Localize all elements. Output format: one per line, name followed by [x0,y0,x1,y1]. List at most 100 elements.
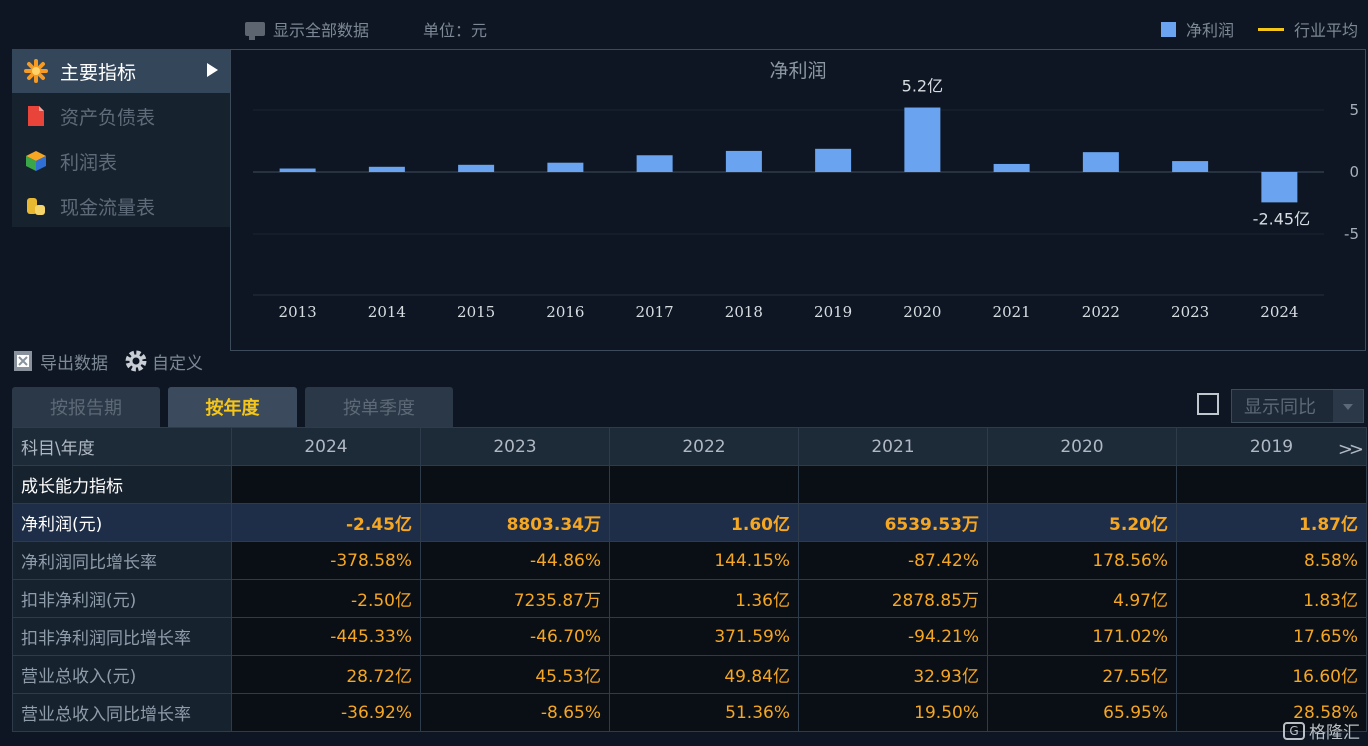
menu-item-label: 资产负债表 [60,106,156,129]
menu-item-label: 主要指标 [60,61,137,84]
chart-title: 净利润 [769,60,826,82]
x-tick-label: 2017 [636,303,674,321]
cell-value: -2.50亿 [231,579,421,618]
legend-industry-avg-label[interactable]: 行业平均 [1293,21,1358,40]
bar-2021[interactable] [993,163,1030,172]
cell-value: 28.58% [1176,693,1367,732]
bar-2023[interactable] [1172,161,1209,172]
bar-2019[interactable] [815,148,852,172]
bar-2018[interactable] [725,150,762,172]
table-corner-header: 科目\年度 [12,427,232,466]
tab-by-report-period[interactable]: 按报告期 [12,387,160,427]
show-all-data-label: 显示全部数据 [273,21,370,40]
cell-value: 27.55亿 [987,655,1177,694]
bar-2017[interactable] [636,155,673,172]
cell-value [609,465,799,504]
cube-icon [24,149,48,173]
document-icon [24,104,48,128]
row-label: 净利润(元) [12,503,232,542]
table-header-row: 科目\年度 2024 2023 2022 2021 2020 2019 >> [12,427,1367,466]
year-header-last[interactable]: 2019 >> [1176,427,1367,466]
table-row[interactable]: 扣非净利润(元) -2.50亿 7235.87万 1.36亿 2878.85万 4.97亿… [12,579,1367,618]
show-all-data-toggle[interactable]: 显示全部数据 [245,17,369,41]
cell-value: 17.65% [1176,617,1367,656]
table-row[interactable]: 营业总收入(元) 28.72亿 45.53亿 49.84亿 32.93亿 27.55亿 16… [12,655,1367,694]
cell-value: 65.95% [987,693,1177,732]
y-tick-label: 0 [1349,163,1359,181]
bar-2024[interactable] [1261,172,1298,203]
y-tick-label: -5 [1344,225,1359,243]
cell-value: 1.83亿 [1176,579,1367,618]
double-chevron-right-icon[interactable]: >> [1337,439,1364,460]
bar-2013[interactable] [279,168,316,172]
customize-button[interactable]: 自定义 [124,349,203,374]
x-tick-label: 2014 [368,303,406,321]
row-label: 成长能力指标 [12,465,232,504]
cell-value: -44.86% [420,541,610,580]
bar-chart-svg: 净利润 5 0 -5 2013 2014 2015 2016 2017 2018 2019 202… [253,60,1359,321]
row-label: 扣非净利润同比增长率 [12,617,232,656]
cell-value: -445.33% [231,617,421,656]
chevron-down-icon[interactable] [1333,390,1363,422]
cell-value: 45.53亿 [420,655,610,694]
x-tick-label: 2023 [1171,303,1209,321]
chart-legend: 净利润 行业平均 [1160,17,1358,41]
cell-value: 19.50% [798,693,988,732]
yoy-select-label: 显示同比 [1244,397,1316,418]
top-toolbar: 显示全部数据 单位：元 净利润 行业平均 [0,0,1368,48]
menu-item-main-indicators[interactable]: 主要指标 [12,49,230,93]
year-header[interactable]: 2022 [609,427,799,466]
cell-value: -36.92% [231,693,421,732]
menu-item-cash-flow[interactable]: 现金流量表 [12,184,230,228]
cell-value: 7235.87万 [420,579,610,618]
table-row[interactable]: 营业总收入同比增长率 -36.92% -8.65% 51.36% 19.50% 65.95… [12,693,1367,732]
table-row[interactable]: 净利润(元) -2.45亿 8803.34万 1.60亿 6539.53万 5.20亿 1.… [12,503,1367,542]
menu-item-income-statement[interactable]: 利润表 [12,139,230,183]
row-label: 营业总收入同比增长率 [12,693,232,732]
cell-value: 1.87亿 [1176,503,1367,542]
bar-2015[interactable] [458,164,495,172]
x-tick-label: 2013 [279,303,317,321]
table-tools: 导出数据 自定义 [12,348,219,374]
x-tick-label: 2016 [546,303,584,321]
export-data-label: 导出数据 [40,353,108,374]
year-header-label: 2019 [1249,436,1294,457]
cell-value: 1.36亿 [609,579,799,618]
bar-value-label: 5.2亿 [902,77,943,96]
watermark-text: 格隆汇 [1309,723,1360,743]
row-label: 营业总收入(元) [12,655,232,694]
tab-by-quarter[interactable]: 按单季度 [305,387,453,427]
x-tick-label: 2019 [814,303,852,321]
cell-value: -94.21% [798,617,988,656]
year-header[interactable]: 2023 [420,427,610,466]
year-header[interactable]: 2024 [231,427,421,466]
cell-value: 28.72亿 [231,655,421,694]
cell-value [420,465,610,504]
bar-2014[interactable] [368,166,405,172]
x-tick-label: 2015 [457,303,495,321]
cell-value: 6539.53万 [798,503,988,542]
legend-net-profit-label[interactable]: 净利润 [1185,21,1234,40]
bar-2022[interactable] [1082,152,1119,172]
year-header[interactable]: 2020 [987,427,1177,466]
cell-value: 51.36% [609,693,799,732]
cell-value: 16.60亿 [1176,655,1367,694]
legend-net-profit-swatch [1160,21,1176,37]
year-header[interactable]: 2021 [798,427,988,466]
net-profit-chart: 净利润 5 0 -5 2013 2014 2015 2016 2017 2018 2019 202… [230,49,1366,351]
cell-value: -2.45亿 [231,503,421,542]
cell-value: -46.70% [420,617,610,656]
yoy-checkbox[interactable] [1197,393,1219,415]
menu-item-balance-sheet[interactable]: 资产负债表 [12,94,230,138]
table-row[interactable]: 扣非净利润同比增长率 -445.33% -46.70% 371.59% -94.21% 1… [12,617,1367,656]
cell-value: 371.59% [609,617,799,656]
bar-2020[interactable] [904,107,941,172]
bar-2016[interactable] [547,162,584,172]
x-tick-label: 2020 [903,303,941,321]
table-row[interactable]: 成长能力指标 [12,465,1367,504]
table-row[interactable]: 净利润同比增长率 -378.58% -44.86% 144.15% -87.42% 178… [12,541,1367,580]
yoy-select[interactable]: 显示同比 [1231,389,1364,423]
export-data-button[interactable]: 导出数据 [12,349,108,374]
tab-by-year[interactable]: 按年度 [168,387,297,427]
financial-indicators-table: 科目\年度 2024 2023 2022 2021 2020 2019 >> 成… [12,427,1367,732]
